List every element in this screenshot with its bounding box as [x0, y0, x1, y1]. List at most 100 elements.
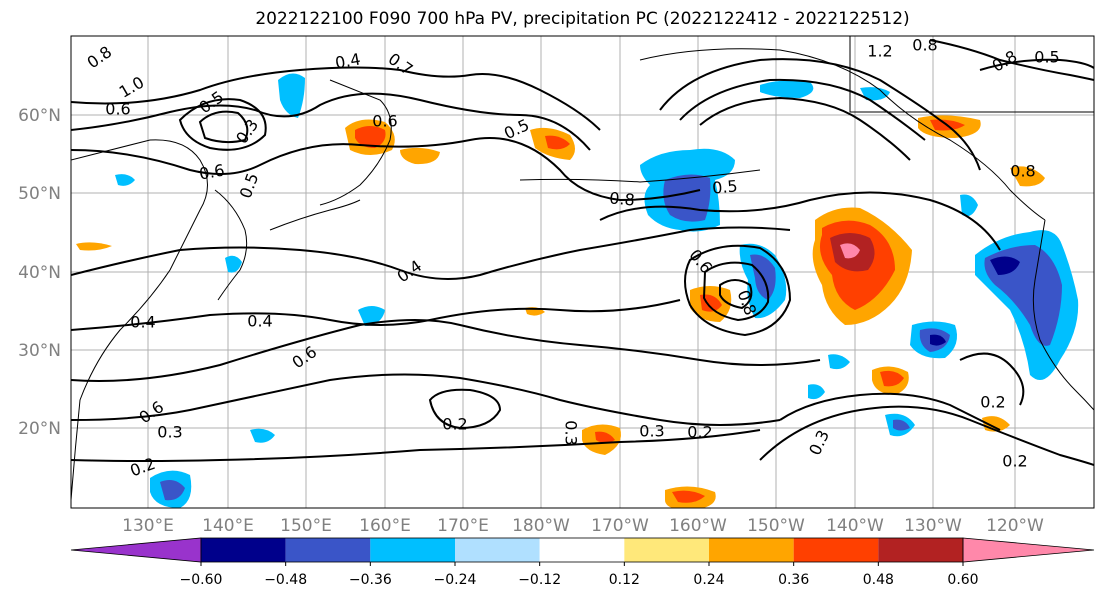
colorbar-tick-label: −0.48 — [264, 572, 307, 588]
colorbar-tick-label: 0.60 — [947, 572, 978, 588]
contour-label: 0.2 — [442, 415, 467, 434]
lon-tick-label: 170°E — [437, 516, 489, 536]
coastline-na-west — [1032, 219, 1094, 411]
lat-tick-label: 60°N — [18, 106, 61, 126]
contour-label: 0.2 — [687, 423, 712, 442]
contour-label: 0.4 — [247, 312, 272, 331]
pv-contour — [699, 96, 911, 161]
colorbar-tick-label: −0.12 — [518, 572, 561, 588]
precip-patch — [893, 419, 910, 431]
contour-label: 0.2 — [1002, 452, 1027, 471]
precip-patch — [808, 384, 825, 400]
coastline-asia — [71, 139, 208, 501]
precip-patch — [672, 490, 705, 503]
pv-contour — [679, 78, 926, 141]
colorbar-segment — [793, 538, 879, 562]
precip-patch — [990, 256, 1020, 275]
pv-contour — [71, 319, 821, 382]
colorbar-outline — [200, 537, 964, 563]
pv-contour — [779, 392, 1001, 431]
pv-contour — [702, 261, 770, 322]
precip-patch — [860, 87, 890, 101]
lon-tick-label: 140°E — [202, 516, 254, 536]
colorbar-tick-label: −0.24 — [434, 572, 477, 588]
precip-patch — [400, 147, 440, 165]
figure-title: 2022122100 F090 700 hPa PV, precipitatio… — [255, 9, 910, 29]
lon-tick-label: 140°W — [826, 516, 884, 536]
precip-patch — [663, 174, 711, 222]
pv-contour — [599, 191, 1001, 251]
lat-tick-label: 40°N — [18, 263, 61, 283]
pv-contour — [979, 58, 1094, 71]
pv-contour — [71, 299, 681, 331]
colorbar-segment — [201, 538, 286, 562]
pv-contour — [198, 110, 249, 144]
coastline-alaska — [639, 48, 1046, 221]
contour-label: 0.8 — [609, 188, 636, 209]
pv-contour — [428, 388, 502, 430]
colorbar-extend-min — [70, 537, 202, 563]
colorbar-segment — [709, 538, 794, 562]
colorbar-segment — [455, 538, 540, 562]
contour-label: 0.5 — [711, 176, 738, 197]
contour-label: 0.2 — [980, 393, 1005, 412]
precip-patch — [250, 428, 275, 443]
pv-contour — [71, 66, 601, 131]
precip-patch — [880, 370, 904, 387]
colorbar-tick-label: 0.12 — [609, 572, 640, 588]
coastline-kuril — [269, 199, 361, 231]
lon-tick-label: 130°E — [122, 516, 174, 536]
pv-contour — [71, 92, 591, 151]
colorbar-segment — [370, 538, 455, 562]
pv-contour — [71, 137, 701, 202]
colorbar-tick-label: 0.24 — [693, 572, 724, 588]
precip-patch — [358, 306, 385, 326]
precip-patch — [278, 73, 305, 118]
contour-label: 0.6 — [198, 160, 226, 183]
lon-tick-label: 120°W — [986, 516, 1044, 536]
lon-tick-label: 180°W — [512, 516, 570, 536]
lat-tick-label: 50°N — [18, 184, 61, 204]
lon-tick-label: 170°W — [591, 516, 649, 536]
colorbar-segment — [624, 538, 709, 562]
pv-contour — [71, 226, 791, 280]
pv-contour — [71, 429, 761, 462]
colorbar-tick-label: 0.48 — [863, 572, 894, 588]
colorbar: −0.60 −0.48 −0.36 −0.24 −0.12 0.12 0.24 0.36 0.4… — [70, 537, 1095, 588]
pv-contour — [759, 405, 1094, 466]
pv-contour — [929, 39, 1094, 81]
lat-tick-labels: 60°N 50°N 40°N 30°N 20°N — [18, 106, 61, 439]
contour-label: 0.6 — [105, 100, 130, 119]
precip-patch — [840, 243, 860, 259]
contour-label: 1.2 — [867, 42, 892, 61]
contour-label: 0.4 — [130, 313, 155, 332]
precip-patch — [160, 480, 185, 501]
gridlines — [71, 36, 1094, 508]
lon-tick-label: 160°E — [359, 516, 411, 536]
contour-label: 0.4 — [334, 49, 362, 72]
contour-label: 0.8 — [912, 36, 937, 55]
colorbar-segment — [878, 538, 963, 562]
precip-patch — [115, 174, 135, 186]
precip-patch — [595, 431, 615, 443]
precip-patch — [1010, 166, 1045, 187]
colorbar-tick-label: −0.36 — [349, 572, 392, 588]
precip-patch — [225, 255, 242, 273]
contour-label: 0.8 — [1010, 162, 1035, 181]
precip-patch — [700, 294, 722, 312]
contour-label: 0.5 — [1034, 48, 1059, 67]
pv-contour — [659, 58, 981, 171]
precip-patch — [76, 242, 112, 251]
colorbar-tick-label: −0.60 — [180, 572, 223, 588]
map-frame — [70, 35, 1095, 509]
precip-patch — [545, 135, 570, 150]
map-content: 0.81.00.6 0.50.40.3 0.6 0.50.6 0.50.70.80.50… — [71, 36, 1094, 508]
lon-tick-label: 150°W — [747, 516, 805, 536]
precip-patch — [960, 194, 978, 217]
pv-contours — [71, 39, 1094, 466]
precip-patch — [760, 80, 814, 98]
colorbar-segment — [539, 538, 625, 562]
pv-contour — [178, 98, 267, 151]
